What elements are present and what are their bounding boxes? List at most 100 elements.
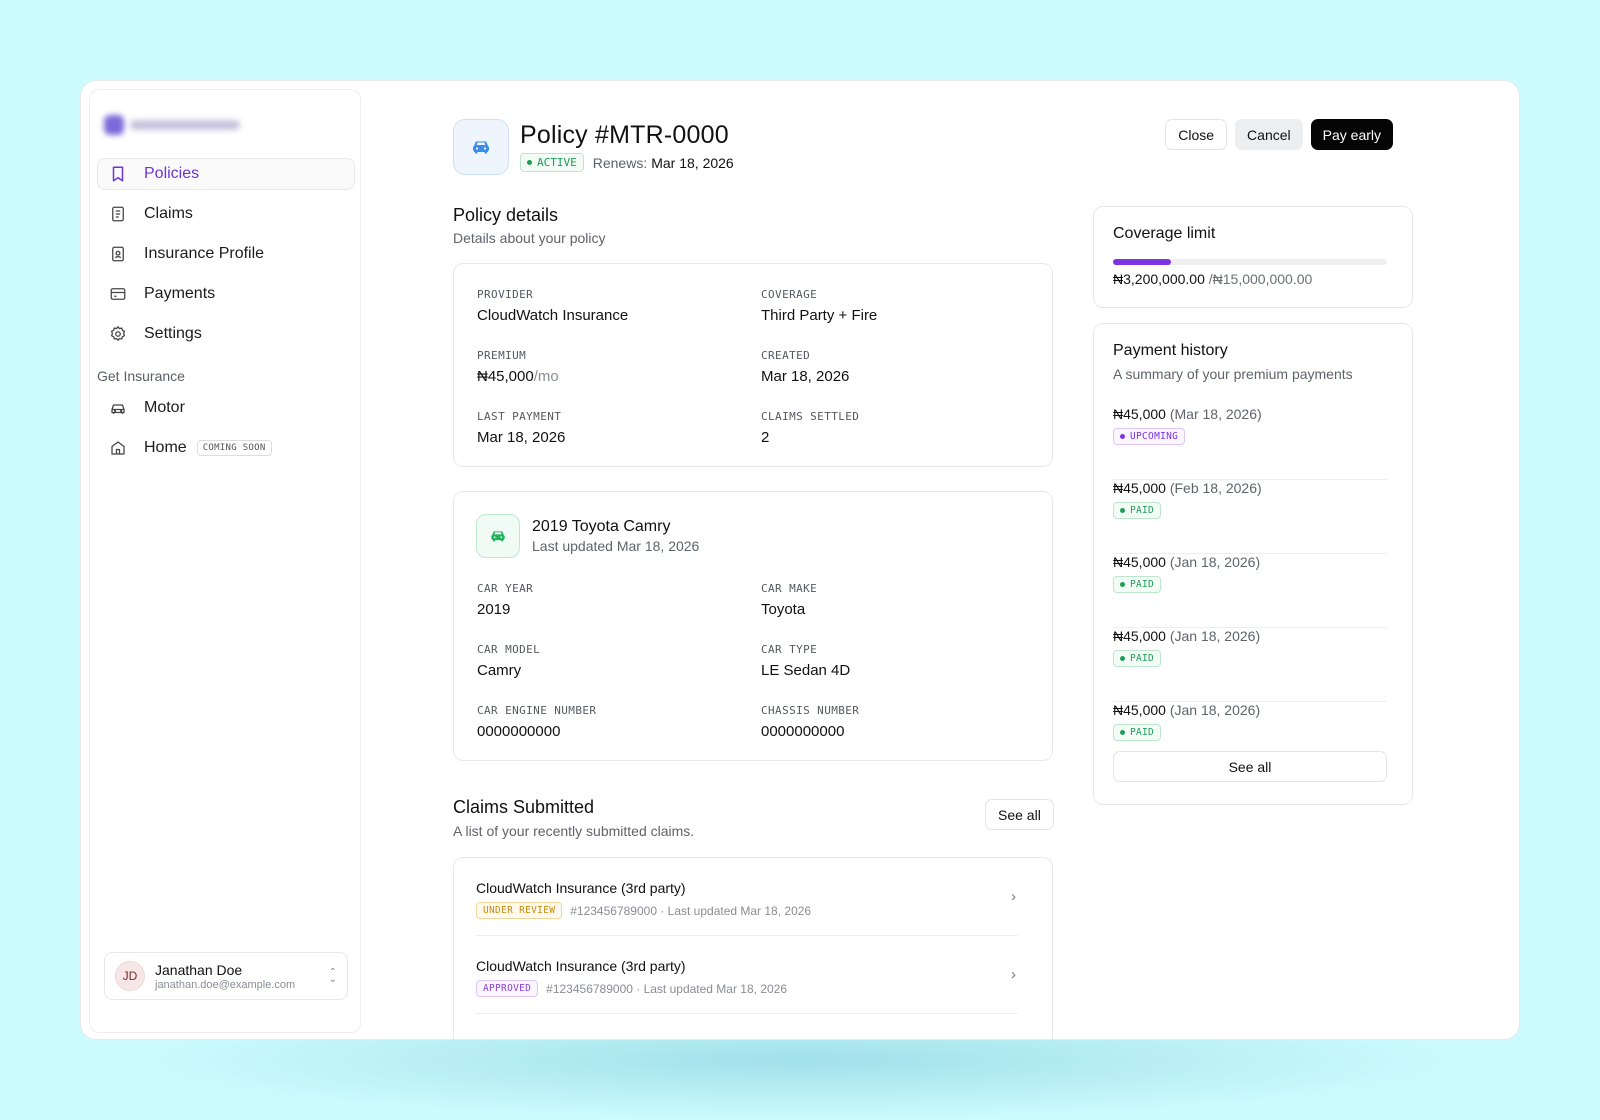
payment-history-title: Payment history (1113, 342, 1228, 359)
main-content: Policy #MTR-0000 ACTIVE Renews: Mar 18, … (453, 81, 1413, 1039)
status-badge: PAID (1113, 576, 1162, 593)
renews-label: Renews: (592, 154, 648, 171)
group-label-get-insurance: Get Insurance (97, 368, 185, 384)
claim-meta-row: APPROVED #123456789000 · Last updated Ma… (476, 980, 787, 997)
claims-title: Claims Submitted (453, 797, 595, 817)
user-name: Janathan Doe (155, 961, 243, 978)
sidebar-item-payments[interactable]: Payments (97, 278, 355, 310)
status-badge: APPROVED (476, 980, 539, 997)
sidebar-item-label: Settings (144, 325, 202, 342)
field-last-payment: LAST PAYMENT Mar 18, 2026 (477, 410, 566, 446)
claims-see-all-button[interactable]: See all (985, 799, 1054, 830)
sidebar-item-home[interactable]: Home COMING SOON (97, 432, 355, 464)
coverage-title: Coverage limit (1113, 225, 1216, 242)
sidebar-item-claims[interactable]: Claims (97, 198, 355, 230)
claims-subtitle: A list of your recently submitted claims… (453, 823, 695, 839)
car-icon (476, 514, 520, 558)
gear-icon (108, 324, 128, 344)
claim-name: CloudWatch Insurance (3rd party) (476, 958, 686, 974)
claims-list: CloudWatch Insurance (3rd party) UNDER R… (453, 857, 1053, 1039)
app-window: Policies Claims Insurance Profile Paymen… (80, 80, 1520, 1040)
policy-details-title: Policy details (453, 205, 559, 225)
document-icon (108, 204, 128, 224)
field-engine-number: CAR ENGINE NUMBER 0000000000 (477, 704, 597, 740)
payment-history-card: Payment history A summary of your premiu… (1093, 323, 1413, 805)
home-icon (108, 438, 128, 458)
status-badge: UPCOMING (1113, 428, 1186, 445)
sidebar-item-label: Payments (144, 285, 216, 302)
claim-name: CloudWatch Insurance (3rd party) (476, 880, 686, 896)
cancel-button[interactable]: Cancel (1235, 119, 1303, 150)
field-created: CREATED Mar 18, 2026 (761, 349, 850, 385)
renews-date: Mar 18, 2026 (651, 154, 734, 171)
sidebar-item-label: Claims (144, 205, 193, 222)
status-badge: UNDER REVIEW (476, 902, 563, 919)
coverage-limit-card: Coverage limit ₦3,200,000.00 /₦15,000,00… (1093, 206, 1413, 308)
sidebar-item-label: Policies (144, 165, 200, 182)
coming-soon-badge: COMING SOON (196, 440, 272, 456)
status-badge: ACTIVE (520, 153, 584, 172)
chevron-right-icon: › (1011, 888, 1016, 905)
payment-history-subtitle: A summary of your premium payments (1113, 366, 1353, 382)
sidebar-item-motor[interactable]: Motor (97, 392, 355, 424)
claim-meta-row: UNDER REVIEW #123456789000 · Last update… (476, 902, 811, 919)
vehicle-title: 2019 Toyota Camry (532, 518, 671, 535)
vehicle-card: 2019 Toyota Camry Last updated Mar 18, 2… (453, 491, 1053, 761)
pay-early-button[interactable]: Pay early (1310, 119, 1393, 150)
payment-item: ₦45,000 (Jan 18, 2026) PAID (1113, 554, 1387, 628)
policy-details-card: PROVIDER CloudWatch Insurance COVERAGE T… (453, 263, 1053, 467)
field-claims-settled: CLAIMS SETTLED 2 (761, 410, 860, 446)
payment-item: ₦45,000 (Jan 18, 2026) PAID (1113, 702, 1387, 746)
claim-meta: #123456789000 · Last updated Mar 18, 202… (570, 903, 812, 918)
payment-item: ₦45,000 (Jan 18, 2026) PAID (1113, 628, 1387, 702)
sidebar-item-insurance-profile[interactable]: Insurance Profile (97, 238, 355, 270)
list-item[interactable]: CloudWatch Insurance (3rd party) UNDER R… (476, 858, 1018, 936)
header-actions: Close Cancel Pay early (1165, 119, 1393, 150)
claim-meta: #123456789000 · Last updated Mar 18, 202… (546, 981, 788, 996)
close-button[interactable]: Close (1165, 119, 1228, 150)
policy-header: Policy #MTR-0000 ACTIVE Renews: Mar 18, … (453, 119, 1393, 175)
policy-details-subtitle: Details about your policy (453, 230, 606, 246)
coverage-values: ₦3,200,000.00 /₦15,000,000.00 (1113, 271, 1312, 287)
car-icon (108, 398, 128, 418)
avatar: JD (115, 961, 145, 991)
coverage-progress-fill (1113, 259, 1172, 265)
status-badge: PAID (1113, 650, 1162, 667)
payment-item: ₦45,000 (Feb 18, 2026) PAID (1113, 480, 1387, 554)
logo (104, 114, 244, 136)
bookmark-icon (108, 164, 128, 184)
field-premium: PREMIUM ₦45,000/mo (477, 349, 559, 385)
field-car-make: CAR MAKE Toyota (761, 582, 818, 618)
sidebar-item-label: Motor (144, 399, 185, 416)
sidebar: Policies Claims Insurance Profile Paymen… (89, 89, 361, 1033)
user-email: janathan.doe@example.com (155, 978, 296, 991)
user-menu[interactable]: JD Janathan Doe janathan.doe@example.com… (104, 952, 348, 1000)
sidebar-item-label: Home (144, 439, 187, 456)
credit-card-icon (108, 284, 128, 304)
chevron-up-down-icon: ⌃ ⌄ (328, 967, 337, 985)
coverage-limit: /₦15,000,000.00 (1208, 271, 1313, 287)
payment-item: ₦45,000 (Mar 18, 2026) UPCOMING (1113, 406, 1387, 480)
field-car-model: CAR MODEL Camry (477, 643, 541, 679)
sidebar-nav: Policies Claims Insurance Profile Paymen… (97, 158, 355, 472)
page-title: Policy #MTR-0000 (520, 121, 729, 149)
sidebar-item-label: Insurance Profile (144, 245, 265, 262)
vehicle-subtitle: Last updated Mar 18, 2026 (532, 538, 700, 554)
chevron-right-icon: › (1011, 966, 1016, 983)
field-car-type: CAR TYPE LE Sedan 4D (761, 643, 851, 679)
coverage-used: ₦3,200,000.00 (1113, 271, 1205, 287)
sidebar-item-settings[interactable]: Settings (97, 318, 355, 350)
field-car-year: CAR YEAR 2019 (477, 582, 534, 618)
field-provider: PROVIDER CloudWatch Insurance (477, 288, 629, 324)
status-badge: PAID (1113, 502, 1162, 519)
field-coverage: COVERAGE Third Party + Fire (761, 288, 878, 324)
status-badge: PAID (1113, 724, 1162, 741)
list-item[interactable]: CloudWatch Insurance (3rd party) APPROVE… (476, 936, 1018, 1014)
sidebar-item-policies[interactable]: Policies (97, 158, 355, 190)
policy-status-row: ACTIVE Renews: Mar 18, 2026 (520, 153, 734, 172)
car-icon (453, 119, 509, 175)
field-chassis-number: CHASSIS NUMBER 0000000000 (761, 704, 860, 740)
payments-see-all-button[interactable]: See all (1113, 751, 1387, 782)
coverage-progress-bar (1113, 259, 1387, 265)
id-badge-icon (108, 244, 128, 264)
